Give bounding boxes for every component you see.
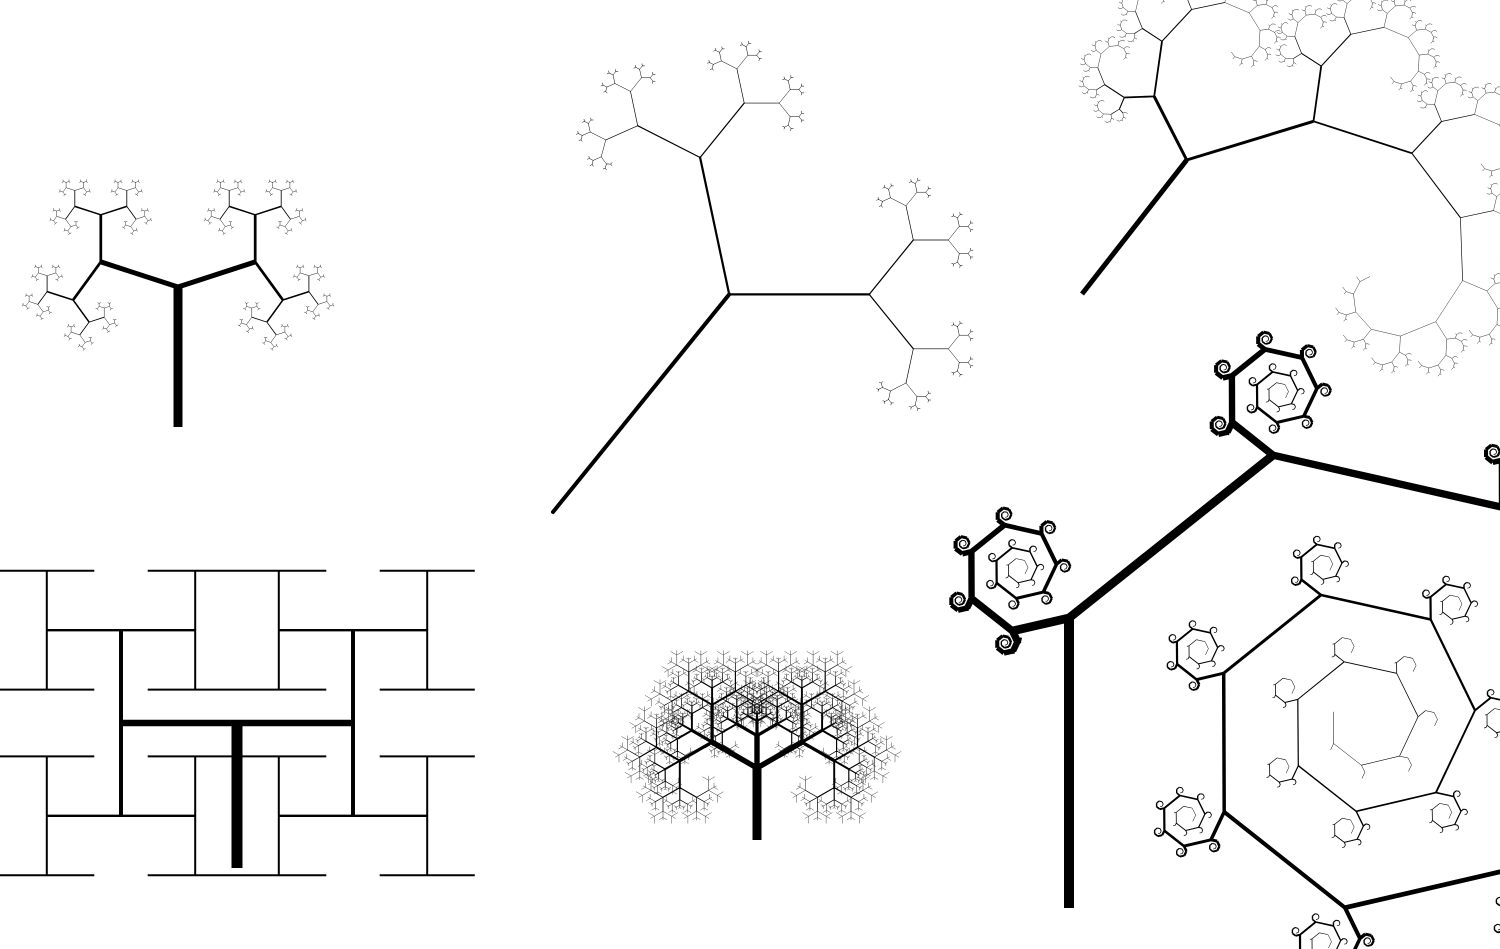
pentagon-tree-figure — [21, 179, 335, 427]
branch-stroke — [956, 330, 1498, 937]
branch-stroke — [605, 68, 949, 384]
branch-stroke — [1078, 0, 1500, 377]
branch-stroke — [964, 375, 1500, 653]
heptagon-spiral-figure — [949, 330, 1500, 949]
branch-stroke — [21, 179, 335, 351]
branch-stroke — [100, 259, 256, 290]
branch-stroke — [954, 337, 1498, 944]
branch-stroke — [961, 332, 1500, 941]
branch-stroke — [0, 569, 475, 877]
branch-stroke — [958, 340, 1500, 945]
branch-stroke — [957, 335, 1500, 940]
branch-stroke — [618, 655, 896, 818]
branch-stroke — [29, 187, 327, 343]
branch-stroke — [961, 337, 1500, 949]
branch-stroke — [46, 629, 428, 817]
binary-tree-figure — [551, 40, 974, 514]
branch-stroke — [969, 419, 1500, 644]
branch-stroke — [71, 214, 285, 301]
branch-stroke — [576, 40, 974, 411]
branch-stroke — [960, 338, 1500, 949]
branch-stroke — [957, 347, 1500, 656]
branch-stroke — [637, 102, 914, 350]
spiral-tree-figure — [1078, 0, 1500, 377]
branch-stroke — [551, 292, 732, 514]
branch-stroke — [949, 342, 1500, 910]
branch-stroke — [1080, 158, 1189, 296]
branch-stroke — [639, 672, 875, 800]
branch-stroke — [37, 190, 319, 336]
branch-stroke — [699, 156, 871, 296]
branch-stroke — [1096, 0, 1494, 281]
branch-stroke — [950, 330, 1493, 949]
branch-stroke — [954, 335, 1500, 949]
h-tree-figure — [0, 569, 475, 877]
branch-stroke — [612, 650, 902, 824]
branch-stroke — [1104, 9, 1461, 219]
branch-stroke — [1152, 95, 1314, 162]
branch-stroke — [119, 630, 355, 816]
branch-stroke — [627, 663, 887, 812]
dense-tree-figure — [612, 650, 902, 840]
branch-stroke — [46, 205, 310, 323]
branch-stroke — [1024, 384, 1463, 949]
branch-stroke — [710, 735, 804, 771]
branch-stroke — [1015, 382, 1500, 935]
branch-stroke — [954, 340, 1500, 947]
branch-stroke — [1124, 41, 1413, 155]
branch-stroke — [949, 336, 1489, 940]
branch-stroke — [958, 341, 1500, 947]
branch-stroke — [960, 336, 1500, 942]
branch-stroke — [1011, 451, 1276, 636]
